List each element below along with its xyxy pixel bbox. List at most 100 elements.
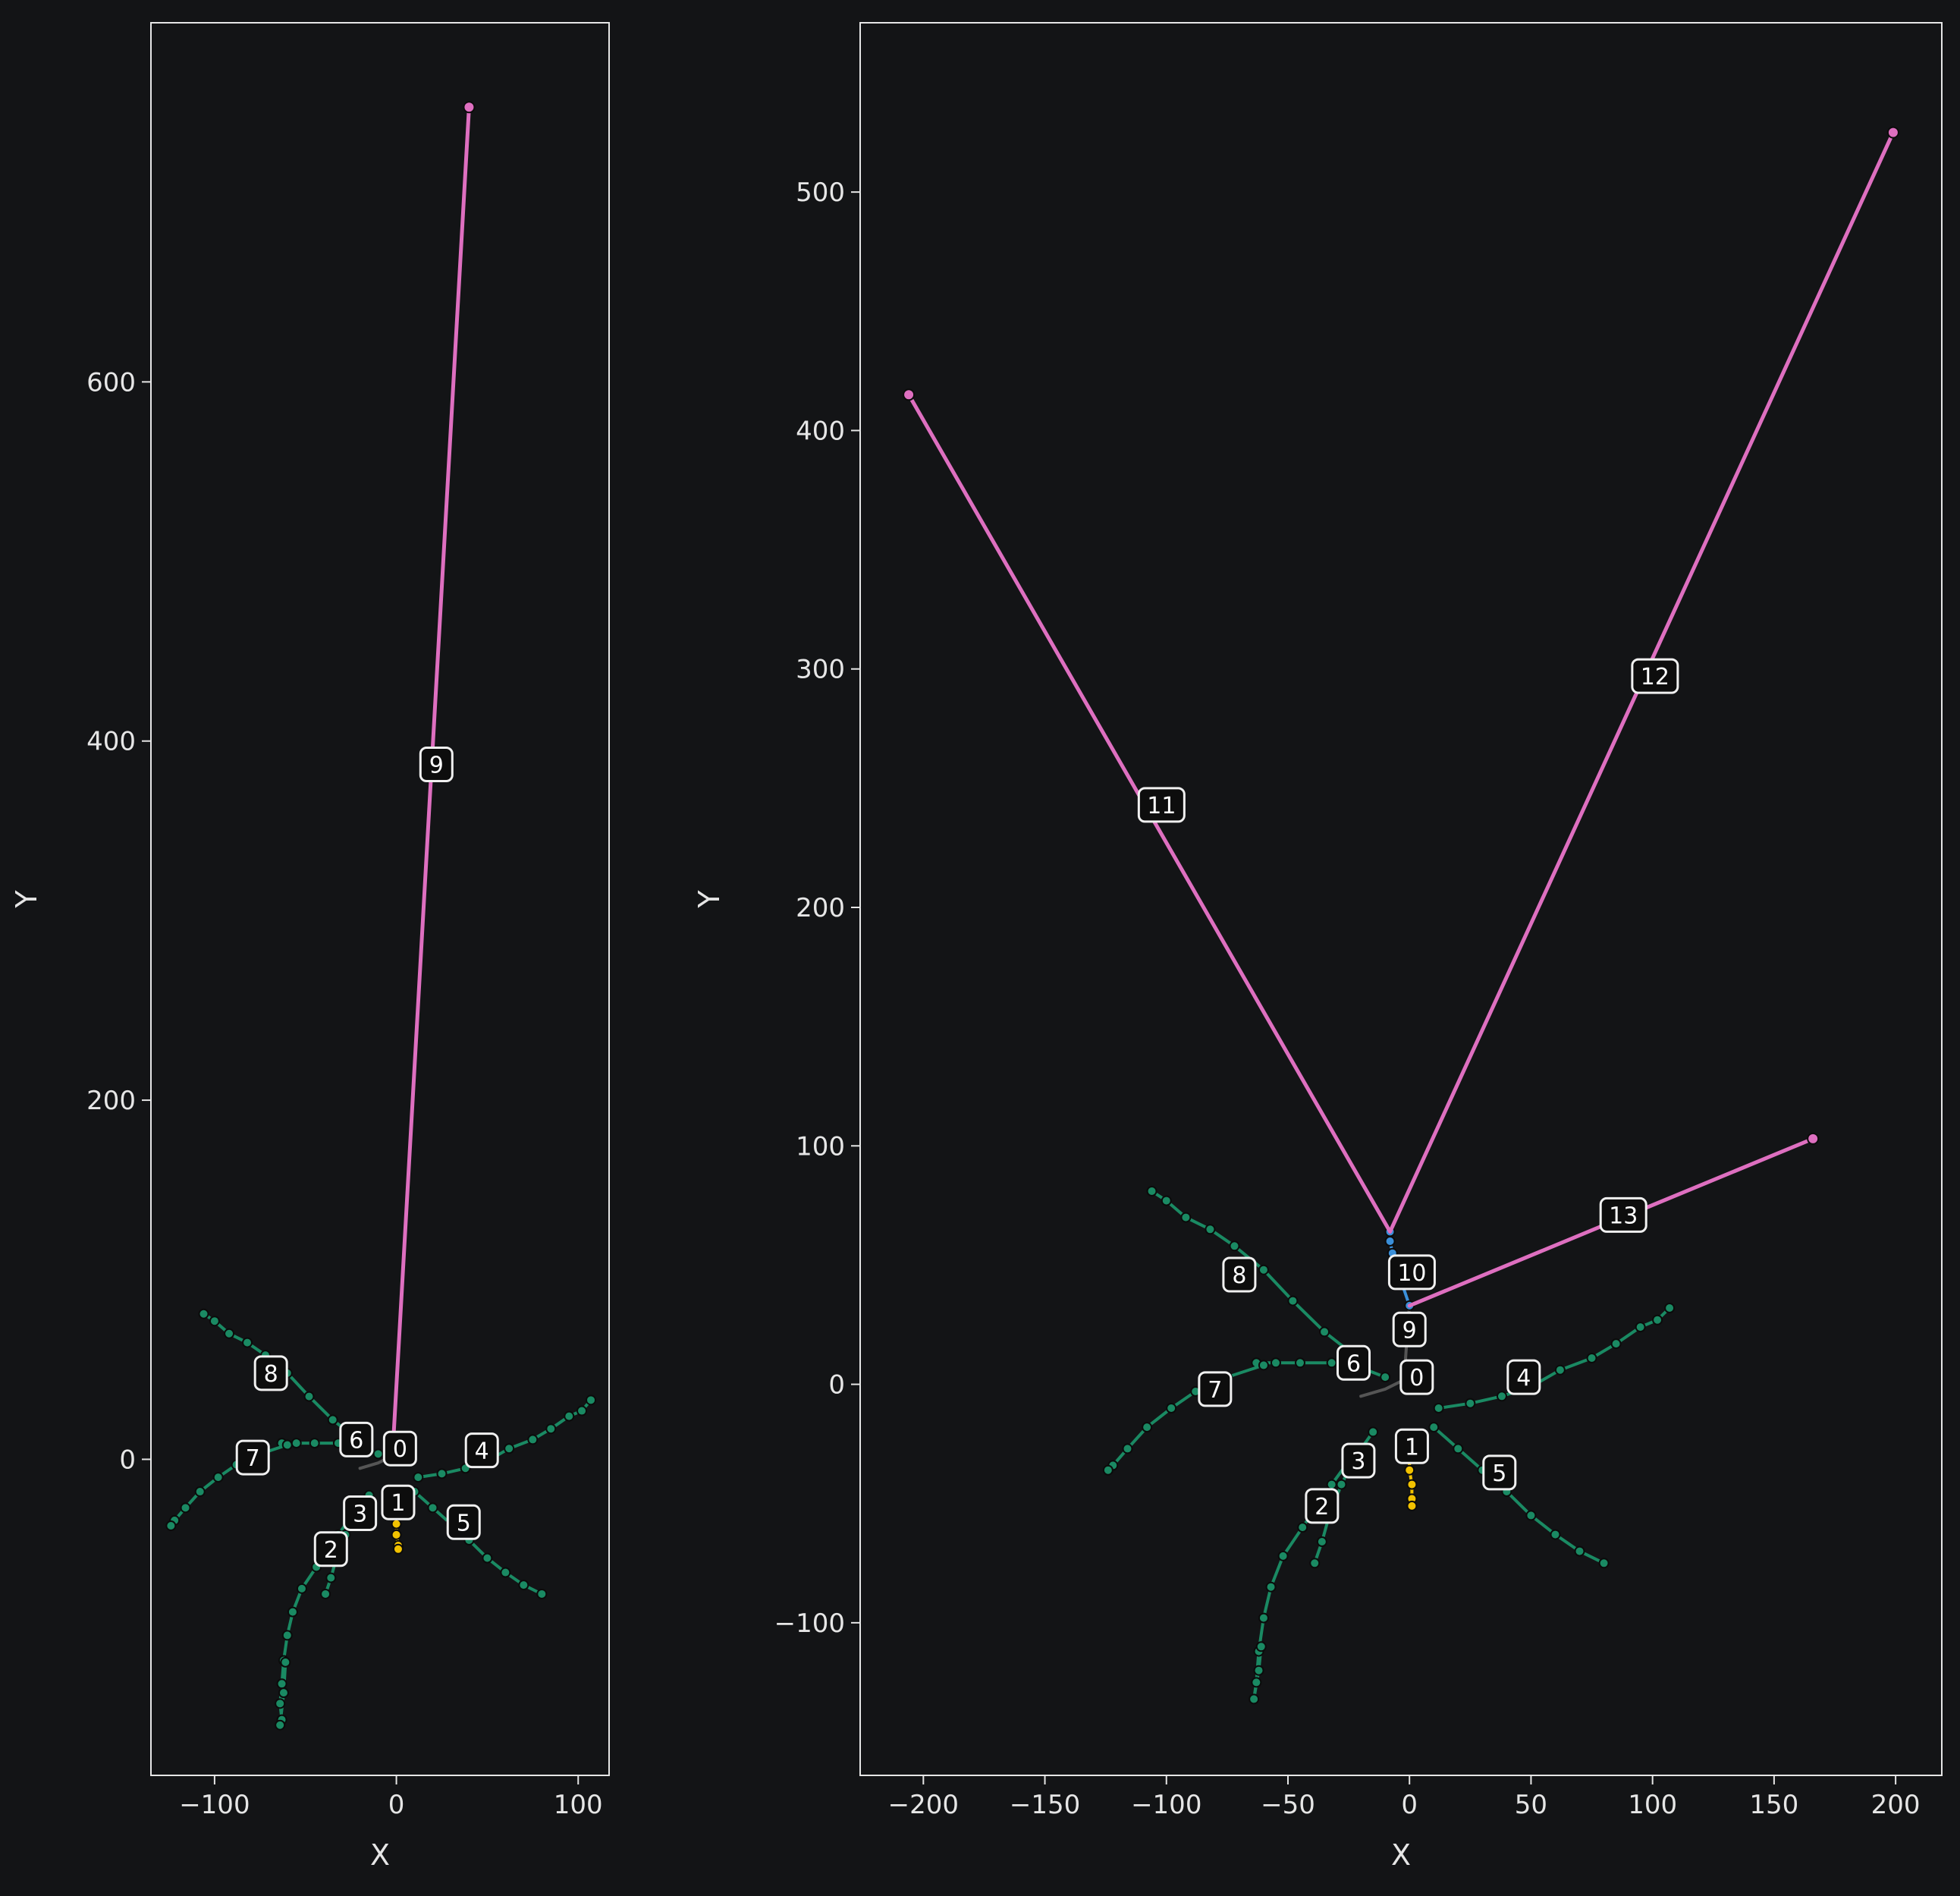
chart2-x-tick-label: −50	[1261, 1790, 1315, 1820]
chart2-badge-label-3: 3	[1351, 1448, 1365, 1475]
chart2-x-tick-label: 200	[1871, 1790, 1921, 1820]
chart1-series-3-point	[320, 1588, 331, 1599]
chart2-x-axis-label: X	[1391, 1838, 1411, 1872]
chart1-badge-5	[446, 1504, 481, 1540]
chart1-series-8-point	[198, 1308, 209, 1319]
chart2-badge-label-5: 5	[1492, 1461, 1506, 1487]
chart1-series-4-line	[416, 1398, 592, 1479]
chart1-badge-2	[313, 1531, 348, 1567]
chart1-series-2-point	[276, 1678, 287, 1690]
chart1-badge-label-1: 1	[391, 1490, 405, 1517]
chart2-series-2-point	[1265, 1581, 1277, 1593]
chart2-series-5-point	[1598, 1558, 1610, 1569]
chart2-series-2-point	[1326, 1479, 1337, 1490]
chart2-badge-3	[1341, 1442, 1376, 1479]
chart2-badge-label-8: 8	[1232, 1262, 1246, 1289]
chart1-badge-8	[253, 1355, 288, 1391]
chart1-series-7-point	[281, 1439, 293, 1451]
chart2-series-5-point	[1453, 1443, 1464, 1454]
chart2-series-5-point	[1525, 1510, 1537, 1521]
chart2-series-7-point	[1258, 1360, 1269, 1371]
chart2-y-tick-label: −100	[774, 1608, 845, 1639]
chart1-badge-label-0: 0	[393, 1436, 407, 1463]
chart1-series-7-point	[165, 1520, 177, 1532]
chart2-x-tick-label: 100	[1628, 1790, 1677, 1820]
chart1-series-4-point	[413, 1472, 424, 1483]
chart2-series-2-point	[1253, 1665, 1264, 1676]
chart2-badge-label-9: 9	[1402, 1317, 1417, 1344]
chart2-series-10-point	[1384, 1236, 1396, 1247]
chart2-series-4-point	[1635, 1322, 1646, 1333]
chart2-series-2-point	[1277, 1550, 1289, 1561]
chart1-badge-label-8: 8	[264, 1361, 278, 1388]
chart1-series-4-point	[564, 1410, 575, 1422]
chart1-badge-6	[339, 1421, 374, 1457]
chart1-badge-label-9: 9	[429, 752, 444, 778]
chart2-plot-frame	[859, 22, 1943, 1776]
chart1-y-axis-label: Y	[10, 890, 43, 909]
chart2-y-axis-label: Y	[693, 890, 726, 909]
chart2-series-4-point	[1610, 1338, 1622, 1350]
chart1-y-tick-label: 600	[86, 367, 136, 398]
chart-right-panel: −200 −150 −100 −50 0 50 100 150 200−100010020030…	[693, 22, 1943, 1872]
chart1-series-5-point	[500, 1567, 511, 1578]
chart2-series-2-point	[1251, 1677, 1262, 1688]
chart1-series-2-point	[280, 1656, 291, 1668]
chart2-x-tick-label: 150	[1749, 1790, 1798, 1820]
chart2-series-1-point	[1406, 1500, 1418, 1511]
chart2-series-5-point	[1550, 1529, 1561, 1540]
chart2-badge-label-4: 4	[1516, 1365, 1531, 1391]
chart2-series-11-endpoint	[903, 388, 916, 401]
chart1-badge-7	[235, 1439, 270, 1476]
chart2-badge-label-0: 0	[1409, 1365, 1424, 1391]
chart1-series-4-point	[527, 1434, 539, 1445]
chart2-series-6-point	[1326, 1357, 1337, 1369]
chart1-badge-label-5: 5	[457, 1510, 471, 1536]
chart2-badge-label-11: 11	[1147, 793, 1176, 819]
chart1-series-4-point	[436, 1468, 448, 1479]
chart2-x-tick-label: −150	[1010, 1790, 1080, 1820]
chart2-series-2-point	[1297, 1522, 1308, 1533]
chart2-series-6-point	[1380, 1372, 1391, 1383]
chart2-series-8-point	[1287, 1295, 1299, 1306]
chart1-badge-3	[343, 1495, 378, 1531]
chart2-series-4-point	[1586, 1353, 1597, 1363]
chart2-series-4-point	[1554, 1364, 1566, 1376]
chart2-badge-label-1: 1	[1405, 1434, 1419, 1461]
chart1-series-6-point	[309, 1438, 320, 1449]
chart1-series-7-point	[180, 1502, 191, 1514]
chart1-series-5-point	[427, 1502, 438, 1514]
chart1-series-6-point	[372, 1448, 384, 1460]
chart2-badge-label-6: 6	[1346, 1350, 1361, 1377]
chart2-series-13-endpoint	[1807, 1132, 1820, 1145]
chart1-series-8-point	[224, 1328, 235, 1339]
chart1-badge-label-2: 2	[324, 1537, 338, 1564]
chart2-badge-4	[1506, 1359, 1541, 1395]
chart2-series-8-point	[1161, 1195, 1172, 1206]
chart2-y-tick-label: 400	[796, 416, 845, 446]
chart1-series-2-point	[275, 1719, 286, 1731]
chart2-x-tick-label: −200	[888, 1790, 959, 1820]
chart1-badge-label-3: 3	[353, 1501, 367, 1527]
chart1-badge-label-7: 7	[246, 1445, 260, 1472]
chart2-series-5-point	[1428, 1422, 1440, 1433]
chart2-x-tick-label: 0	[1401, 1790, 1418, 1820]
chart2-series-2-point	[1255, 1641, 1267, 1652]
chart2-badge-label-13: 13	[1609, 1203, 1638, 1229]
chart2-series-6-point	[1295, 1357, 1306, 1369]
chart1-series-2-point	[281, 1630, 293, 1641]
chart1-series-4-point	[545, 1423, 557, 1435]
chart1-series-2-point	[278, 1687, 289, 1699]
chart2-badge-0	[1399, 1359, 1434, 1395]
chart2-badge-8	[1222, 1256, 1257, 1293]
chart1-x-tick-label: −100	[179, 1790, 250, 1820]
chart2-series-7-point	[1166, 1403, 1177, 1413]
chart2-series-12-endpoint	[1886, 126, 1899, 139]
chart1-series-7-line	[169, 1443, 289, 1527]
chart2-series-8-point	[1258, 1264, 1269, 1275]
chart1-series-1-point	[391, 1518, 402, 1530]
chart2-badge-label-10: 10	[1397, 1260, 1426, 1287]
chart2-y-tick-label: 200	[796, 893, 845, 923]
chart2-series-4-point	[1433, 1403, 1444, 1413]
